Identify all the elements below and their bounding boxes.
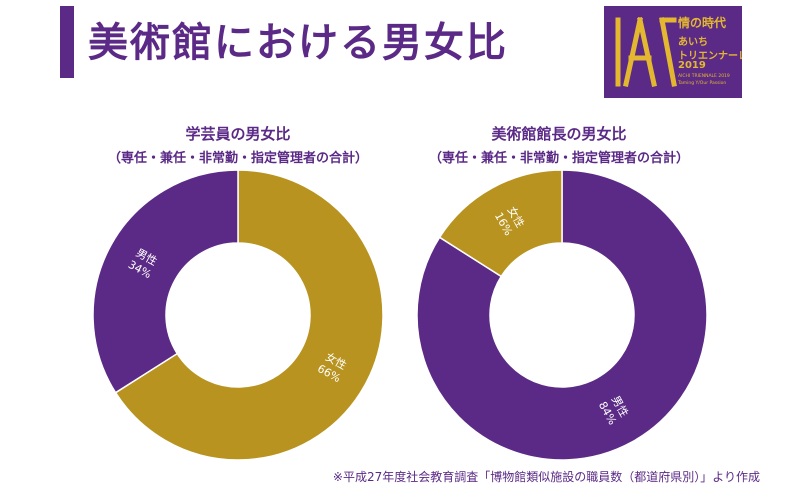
aichi-triennale-logo: 情の時代 あいち トリエンナーレ 2019 AICHI TRIENNALE 20…	[604, 6, 742, 98]
page-title: 美術館における男女比	[88, 20, 508, 66]
chart-2-slice-1	[416, 169, 708, 461]
title-accent-bar	[60, 6, 74, 78]
chart-1-slice-1	[114, 169, 384, 461]
logo-line-6: Taming Y/Our Passion	[678, 81, 727, 86]
chart-2-slice-2	[438, 169, 563, 278]
chart-2-subtitle: （専任・兼任・非常勤・指定管理者の合計）	[428, 151, 689, 166]
chart-1-subtitle: （専任・兼任・非常勤・指定管理者の合計）	[107, 151, 368, 166]
logo-line-3: トリエンナーレ	[678, 51, 742, 62]
logo-mark-icon	[615, 17, 677, 87]
logo-line-4: 2019	[678, 60, 706, 71]
logo-line-2: あいち	[678, 37, 708, 48]
chart-1-title: 学芸員の男女比	[185, 125, 291, 143]
chart-2-title: 美術館館長の男女比	[491, 125, 627, 143]
source-note: ※平成27年度社会教育調査「博物館類似施設の職員数（都道府県別）」より作成	[332, 470, 760, 484]
logo-line-1: 情の時代	[678, 16, 727, 30]
logo-line-5: AICHI TRIENNALE 2019	[678, 74, 730, 79]
chart-1-slice-2	[92, 169, 239, 394]
